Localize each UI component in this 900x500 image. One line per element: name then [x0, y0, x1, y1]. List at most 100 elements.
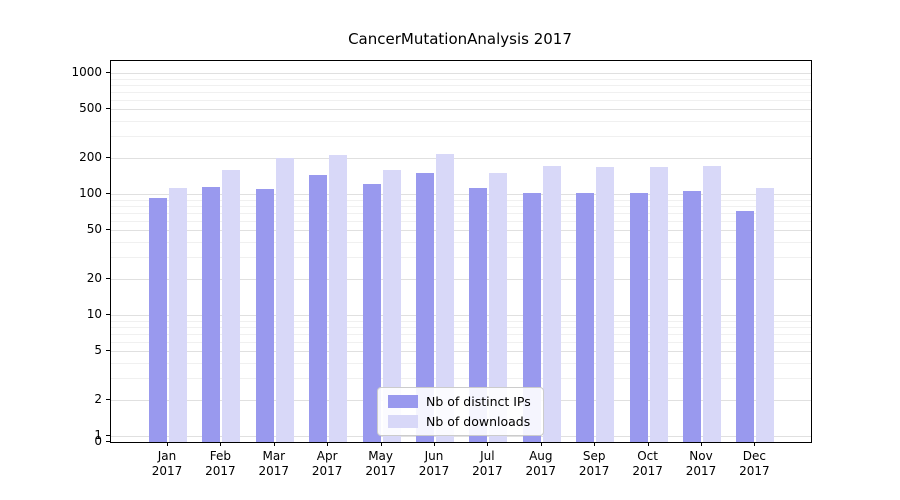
x-tick-mark [594, 442, 596, 446]
gridline-minor [111, 333, 811, 335]
y-tick-mark [106, 398, 110, 400]
bar-distinct-ips-mar [255, 189, 274, 442]
gridline-minor [111, 205, 811, 207]
gridline-major [111, 278, 811, 280]
x-tick-label: Oct 2017 [632, 449, 663, 478]
y-tick-label: 2 [94, 391, 102, 406]
bar-distinct-ips-nov [683, 190, 701, 442]
gridline-minor [111, 212, 811, 214]
y-tick-mark [106, 108, 110, 110]
bar-distinct-ips-feb [202, 187, 221, 442]
y-tick-label: 0 [94, 434, 102, 448]
gridline-minor [111, 136, 811, 138]
bar-distinct-ips-may [362, 184, 381, 442]
gridline-minor [111, 378, 811, 380]
x-tick-label: May 2017 [365, 449, 396, 478]
y-tick-mark [106, 72, 110, 73]
bar-distinct-ips-apr [309, 174, 328, 442]
legend-item-downloads: Nb of downloads [388, 414, 531, 429]
y-tick-label: 1 [94, 428, 102, 442]
bar-distinct-ips-aug [522, 193, 541, 442]
bar-distinct-ips-oct [629, 193, 648, 442]
x-tick-label: Mar 2017 [258, 449, 290, 478]
x-tick-mark [273, 442, 275, 446]
gridline-minor [111, 121, 811, 123]
y-tick-mark [106, 193, 110, 194]
plot-area [110, 60, 812, 443]
y-tick-label: 100 [79, 186, 102, 200]
gridline-minor [111, 91, 811, 93]
legend-swatch-downloads [388, 415, 418, 428]
gridline-minor [111, 199, 811, 201]
gridline-major [111, 157, 811, 159]
x-tick-label: Jun 2017 [418, 449, 450, 478]
y-tick-label: 5 [94, 343, 102, 358]
gridline-minor [111, 326, 811, 328]
gridline-minor [111, 242, 811, 244]
gridline-minor [111, 257, 811, 259]
x-tick-mark [647, 442, 649, 446]
bar-distinct-ips-sep [576, 193, 595, 442]
bar-downloads-jun [436, 154, 454, 442]
y-tick-mark [106, 314, 110, 315]
x-tick-label: Jul 2017 [472, 449, 503, 478]
bar-distinct-ips-jan [149, 197, 167, 442]
gridline-major [111, 351, 811, 353]
bar-downloads-feb [222, 170, 241, 442]
legend-item-distinct-ips: Nb of distinct IPs [388, 394, 531, 409]
y-tick-label: 10 [86, 307, 102, 321]
gridline-minor [111, 78, 811, 80]
x-tick-label: Sep 2017 [578, 449, 610, 478]
gridline-minor [111, 220, 811, 222]
x-tick-label: Nov 2017 [685, 449, 717, 478]
legend-label-downloads: Nb of downloads [426, 414, 531, 429]
gridline-minor [111, 99, 811, 101]
y-tick-mark [106, 441, 110, 442]
y-tick-label: 50 [86, 222, 102, 237]
y-tick-label: 200 [79, 149, 102, 164]
x-tick-mark [434, 442, 435, 446]
gridline-major [111, 315, 811, 316]
bar-downloads-nov [703, 165, 721, 442]
x-tick-mark [167, 442, 168, 446]
chart-title: CancerMutationAnalysis 2017 [348, 30, 572, 48]
x-tick-label: Feb 2017 [205, 449, 236, 478]
gridline-minor [111, 320, 811, 322]
legend: Nb of distinct IPs Nb of downloads [377, 387, 544, 436]
gridline-minor [111, 84, 811, 86]
y-tick-mark [106, 277, 110, 279]
y-tick-mark [106, 156, 110, 158]
y-tick-mark [106, 229, 110, 231]
y-tick-mark [106, 435, 110, 436]
x-tick-label: Dec 2017 [739, 449, 770, 478]
y-tick-label: 500 [79, 101, 102, 116]
gridline-minor [111, 363, 811, 365]
x-tick-mark [540, 442, 542, 446]
bar-distinct-ips-dec [736, 210, 755, 442]
y-tick-label: 1000 [71, 65, 102, 79]
x-tick-label: Apr 2017 [311, 449, 343, 478]
bar-distinct-ips-jul [469, 188, 488, 442]
bar-downloads-sep [596, 166, 615, 442]
gridline-major [111, 109, 811, 111]
x-tick-label: Jan 2017 [151, 449, 183, 478]
x-tick-mark [380, 442, 382, 446]
y-tick-label: 20 [86, 270, 102, 285]
y-tick-mark [106, 350, 110, 352]
gridline-minor [111, 341, 811, 343]
gridline-major [111, 230, 811, 232]
legend-swatch-distinct-ips [388, 395, 418, 408]
gridline-major [111, 194, 811, 195]
x-tick-mark [754, 442, 756, 446]
x-tick-mark [327, 442, 329, 446]
gridline-major [111, 436, 811, 437]
bar-downloads-may [382, 170, 401, 442]
legend-label-distinct-ips: Nb of distinct IPs [426, 394, 531, 409]
x-tick-mark [220, 442, 222, 446]
bar-downloads-jan [169, 187, 187, 442]
gridline-major [111, 73, 811, 74]
bar-downloads-oct [649, 166, 668, 442]
x-tick-mark [701, 442, 702, 446]
x-tick-label: Aug 2017 [525, 449, 557, 478]
